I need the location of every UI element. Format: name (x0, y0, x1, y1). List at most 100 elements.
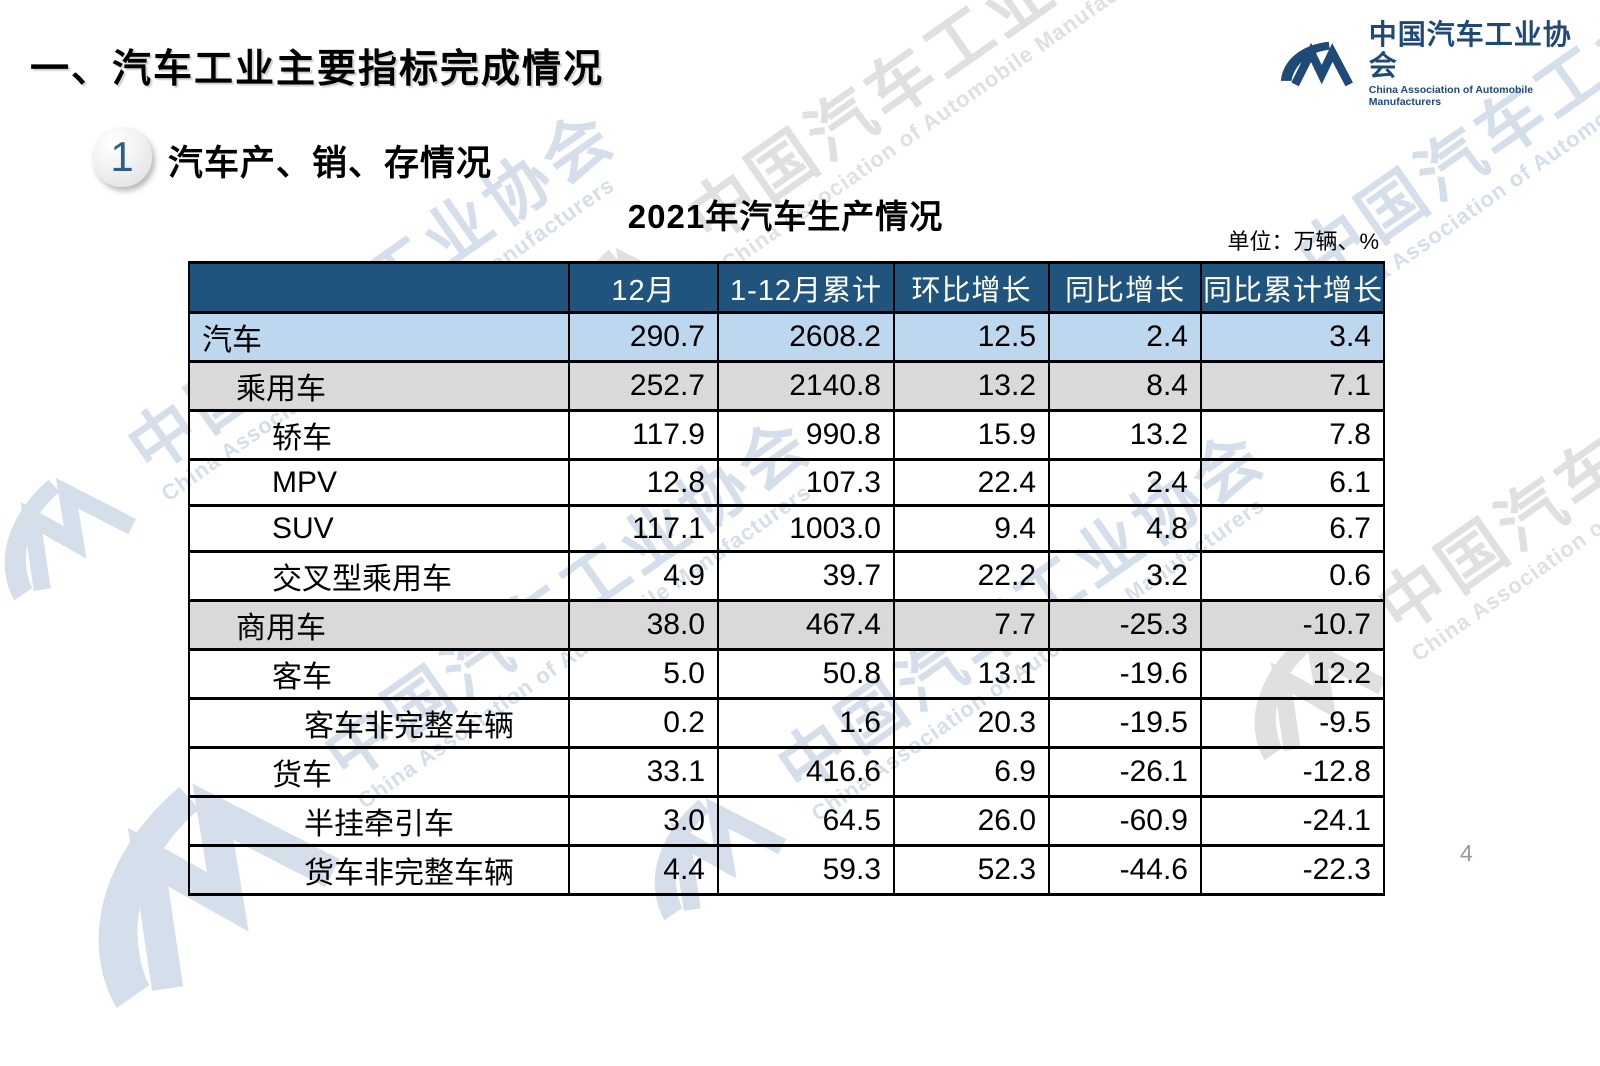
unit-label: 单位：万辆、% (1227, 229, 1379, 254)
logo-name-cn: 中国汽车工业协会 (1368, 19, 1572, 81)
row-label: 客车非完整车辆 (188, 697, 570, 749)
table-row: 货车非完整车辆 4.4 59.3 52.3 -44.6 -22.3 (188, 844, 1385, 896)
table-row: 半挂牵引车 3.0 64.5 26.0 -60.9 -24.1 (188, 795, 1385, 847)
row-label: 货车 (188, 746, 570, 798)
table-row: 乘用车 252.7 2140.8 13.2 8.4 7.1 (188, 360, 1385, 412)
cell-value: 3.2 (1048, 550, 1202, 602)
page-title: 一、汽车工业主要指标完成情况 (30, 48, 605, 91)
cell-value: 6.1 (1200, 458, 1385, 507)
logo-name-en: China Association of Automobile Manufact… (1368, 83, 1534, 108)
column-header: 同比增长 (1048, 261, 1202, 314)
cell-value: 13.1 (893, 648, 1050, 700)
row-label: 商用车 (188, 599, 570, 651)
cell-value: 3.0 (568, 795, 719, 847)
cell-value: 8.4 (1048, 360, 1202, 412)
cell-value: 64.5 (717, 795, 895, 847)
table-row: 交叉型乘用车 4.9 39.7 22.2 3.2 0.6 (188, 550, 1385, 602)
cell-value: 4.4 (568, 844, 719, 896)
page-number: 4 (1460, 840, 1473, 866)
section-title: 汽车产、销、存情况 (168, 144, 493, 183)
table-row: 轿车 117.9 990.8 15.9 13.2 7.8 (188, 409, 1385, 461)
cell-value: -9.5 (1200, 697, 1385, 749)
caam-logo-icon (1272, 35, 1361, 93)
cell-value: -24.1 (1200, 795, 1385, 847)
cell-value: -44.6 (1048, 844, 1202, 896)
column-header: 环比增长 (893, 261, 1050, 314)
row-label: SUV (188, 504, 570, 553)
column-header: 12月 (568, 261, 719, 314)
row-label: MPV (188, 458, 570, 507)
table-row: 商用车 38.0 467.4 7.7 -25.3 -10.7 (188, 599, 1385, 651)
cell-value: 107.3 (717, 458, 895, 507)
row-label: 乘用车 (188, 360, 570, 412)
table-row: MPV 12.8 107.3 22.4 2.4 6.1 (188, 458, 1385, 507)
cell-value: 0.2 (568, 697, 719, 749)
cell-value: -60.9 (1048, 795, 1202, 847)
cell-value: 52.3 (893, 844, 1050, 896)
cell-value: 4.9 (568, 550, 719, 602)
cell-value: 20.3 (893, 697, 1050, 749)
cell-value: 13.2 (893, 360, 1050, 412)
section-number-badge: 1 (92, 127, 152, 187)
row-label: 半挂牵引车 (188, 795, 570, 847)
cell-value: -19.5 (1048, 697, 1202, 749)
cell-value: 252.7 (568, 360, 719, 412)
cell-value: 12.5 (893, 311, 1050, 363)
cell-value: 9.4 (893, 504, 1050, 553)
cell-value: -22.3 (1200, 844, 1385, 896)
cell-value: 5.0 (568, 648, 719, 700)
row-label: 客车 (188, 648, 570, 700)
cell-value: 117.1 (568, 504, 719, 553)
table-row: SUV 117.1 1003.0 9.4 4.8 6.7 (188, 504, 1385, 553)
cell-value: 2608.2 (717, 311, 895, 363)
production-table: 12月 1-12月累计 环比增长 同比增长 同比累计增长 汽车 290.7 2608… (188, 261, 1385, 896)
cell-value: -12.8 (1200, 746, 1385, 798)
cell-value: -19.6 (1048, 648, 1202, 700)
cell-value: 416.6 (717, 746, 895, 798)
cell-value: 117.9 (568, 409, 719, 461)
column-header: 同比累计增长 (1200, 261, 1385, 314)
row-label: 汽车 (188, 311, 570, 363)
row-label: 货车非完整车辆 (188, 844, 570, 896)
cell-value: 1003.0 (717, 504, 895, 553)
cell-value: 2140.8 (717, 360, 895, 412)
column-header (188, 261, 570, 314)
cell-value: 15.9 (893, 409, 1050, 461)
column-header: 1-12月累计 (717, 261, 895, 314)
cell-value: 26.0 (893, 795, 1050, 847)
section-number: 1 (110, 133, 134, 180)
table-row: 客车非完整车辆 0.2 1.6 20.3 -19.5 -9.5 (188, 697, 1385, 749)
table-row: 汽车 290.7 2608.2 12.5 2.4 3.4 (188, 311, 1385, 363)
table-row: 货车 33.1 416.6 6.9 -26.1 -12.8 (188, 746, 1385, 798)
cell-value: 33.1 (568, 746, 719, 798)
table-header-row: 12月 1-12月累计 环比增长 同比增长 同比累计增长 (188, 261, 1385, 314)
cell-value: 6.7 (1200, 504, 1385, 553)
cell-value: 50.8 (717, 648, 895, 700)
cell-value: 39.7 (717, 550, 895, 602)
table-row: 客车 5.0 50.8 13.1 -19.6 12.2 (188, 648, 1385, 700)
cell-value: 12.8 (568, 458, 719, 507)
cell-value: 290.7 (568, 311, 719, 363)
cell-value: 22.2 (893, 550, 1050, 602)
cell-value: 22.4 (893, 458, 1050, 507)
cell-value: 2.4 (1048, 311, 1202, 363)
cell-value: 467.4 (717, 599, 895, 651)
cell-value: 12.2 (1200, 648, 1385, 700)
cell-value: 7.7 (893, 599, 1050, 651)
cell-value: 38.0 (568, 599, 719, 651)
cell-value: -10.7 (1200, 599, 1385, 651)
cell-value: 6.9 (893, 746, 1050, 798)
row-label: 轿车 (188, 409, 570, 461)
cell-value: 1.6 (717, 697, 895, 749)
cell-value: 3.4 (1200, 311, 1385, 363)
caam-logo: 中国汽车工业协会 China Association of Automobile… (1272, 19, 1600, 108)
cell-value: 0.6 (1200, 550, 1385, 602)
cell-value: 7.8 (1200, 409, 1385, 461)
cell-value: 59.3 (717, 844, 895, 896)
cell-value: 13.2 (1048, 409, 1202, 461)
cell-value: 7.1 (1200, 360, 1385, 412)
cell-value: 4.8 (1048, 504, 1202, 553)
cell-value: 2.4 (1048, 458, 1202, 507)
cell-value: -25.3 (1048, 599, 1202, 651)
row-label: 交叉型乘用车 (188, 550, 570, 602)
